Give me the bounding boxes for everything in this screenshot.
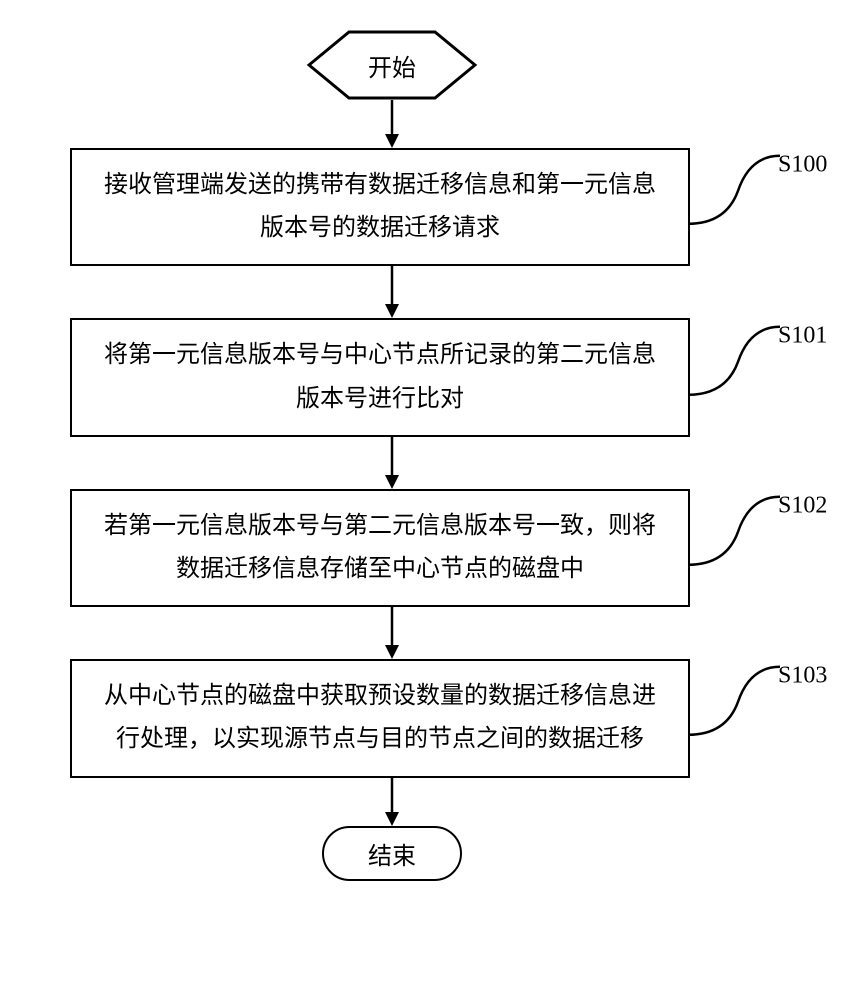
process-s102: 若第一元信息版本号与第二元信息版本号一致，则将数据迁移信息存储至中心节点的磁盘中 bbox=[70, 489, 690, 607]
start-node: 开始 bbox=[307, 30, 477, 100]
process-s103: 从中心节点的磁盘中获取预设数量的数据迁移信息进行处理，以实现源节点与目的节点之间… bbox=[70, 659, 690, 777]
arrow-1 bbox=[382, 100, 402, 148]
arrow-3 bbox=[382, 437, 402, 489]
label-s103: S103 bbox=[778, 663, 827, 690]
label-s100: S100 bbox=[778, 152, 827, 179]
process-s101: 将第一元信息版本号与中心节点所记录的第二元信息版本号进行比对 bbox=[70, 318, 690, 436]
flowchart-container: 开始 接收管理端发送的携带有数据迁移信息和第一元信息版本号的数据迁移请求 S10… bbox=[20, 30, 824, 881]
arrow-4 bbox=[382, 607, 402, 659]
process-s100: 接收管理端发送的携带有数据迁移信息和第一元信息版本号的数据迁移请求 bbox=[70, 148, 690, 266]
process-row-s101: 将第一元信息版本号与中心节点所记录的第二元信息版本号进行比对 S101 bbox=[20, 318, 824, 436]
label-s102: S102 bbox=[778, 492, 827, 519]
start-label: 开始 bbox=[368, 48, 416, 83]
label-s101: S101 bbox=[778, 322, 827, 349]
process-row-s103: 从中心节点的磁盘中获取预设数量的数据迁移信息进行处理，以实现源节点与目的节点之间… bbox=[20, 659, 824, 777]
end-node: 结束 bbox=[322, 826, 462, 881]
arrow-2 bbox=[382, 266, 402, 318]
process-row-s102: 若第一元信息版本号与第二元信息版本号一致，则将数据迁移信息存储至中心节点的磁盘中… bbox=[20, 489, 824, 607]
process-row-s100: 接收管理端发送的携带有数据迁移信息和第一元信息版本号的数据迁移请求 S100 bbox=[20, 148, 824, 266]
arrow-5 bbox=[382, 778, 402, 826]
